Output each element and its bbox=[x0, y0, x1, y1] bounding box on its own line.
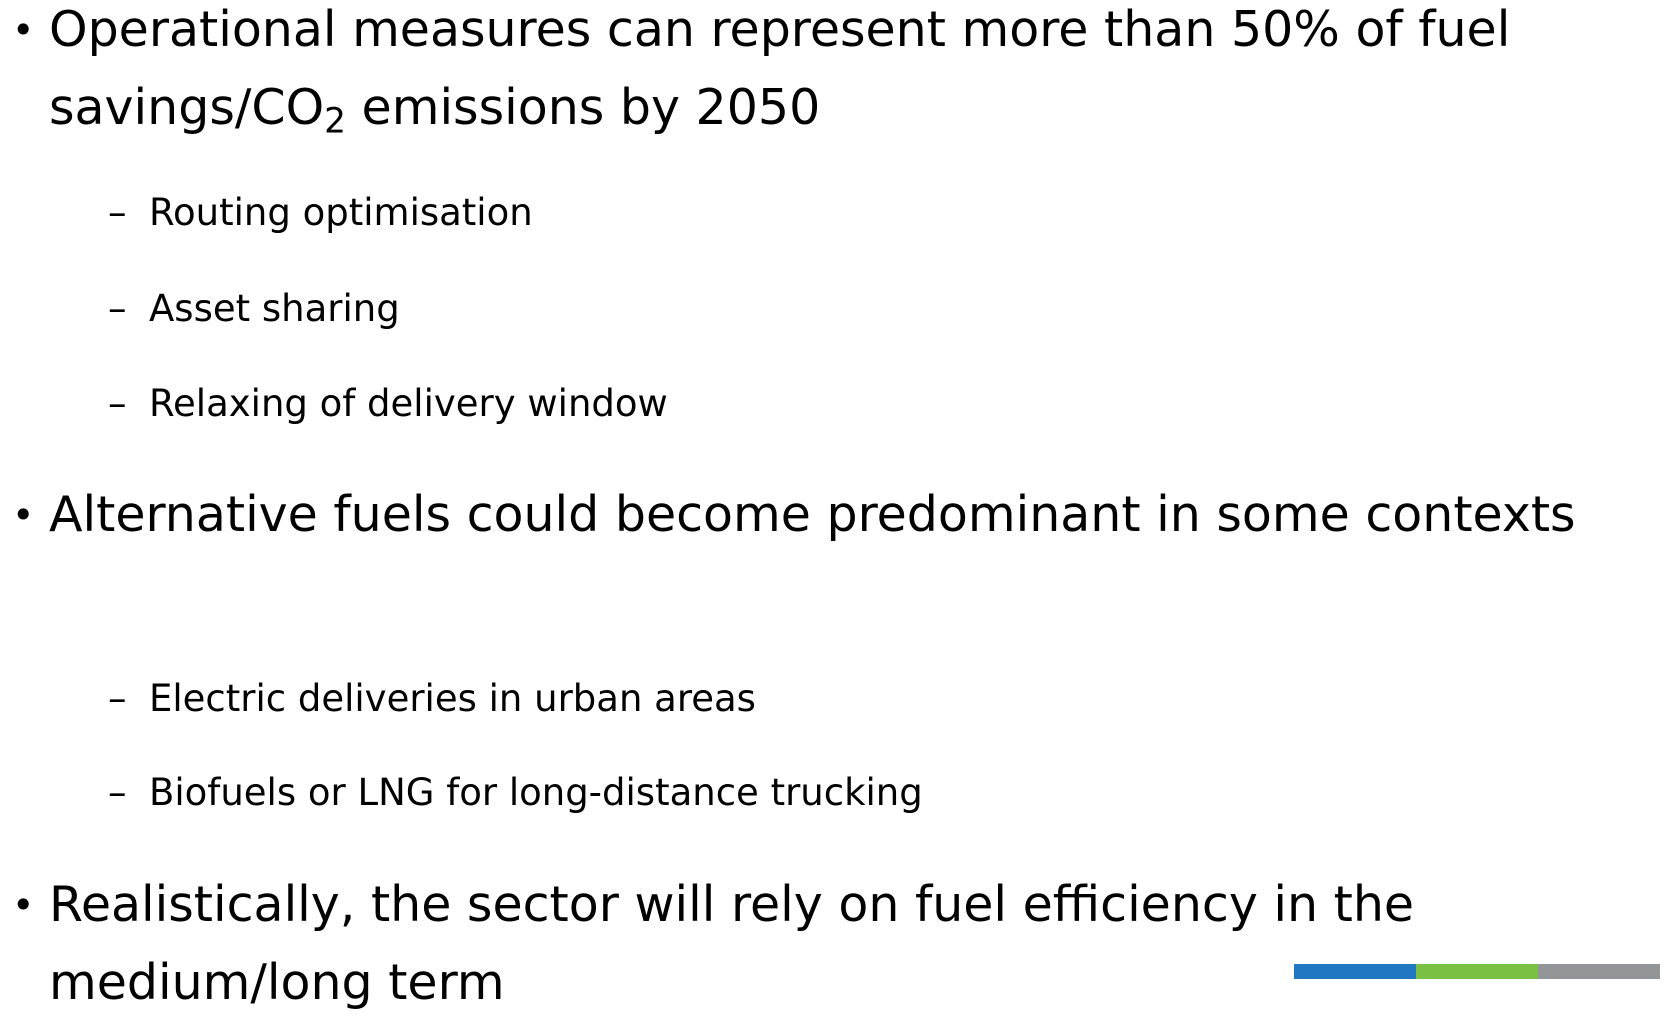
subitem-text: Routing optimisation bbox=[149, 191, 533, 234]
bullet-text: Realistically, the sector will rely on f… bbox=[49, 876, 1415, 1011]
accent-bar bbox=[1538, 964, 1660, 979]
subscript: 2 bbox=[324, 101, 346, 142]
subitem: – Relaxing of delivery window bbox=[108, 382, 668, 425]
subitem-text: Electric deliveries in urban areas bbox=[149, 677, 756, 720]
subitem: – Electric deliveries in urban areas bbox=[108, 677, 756, 720]
subitem: – Asset sharing bbox=[108, 287, 400, 330]
bullet-text: Alternative fuels could become predomina… bbox=[49, 486, 1576, 543]
bullet: • Realistically, the sector will rely on … bbox=[12, 866, 1652, 1022]
bullet-text: emissions by 2050 bbox=[345, 79, 821, 136]
subitem-text: Asset sharing bbox=[149, 287, 400, 330]
bullet: • Alternative fuels could become predomin… bbox=[12, 476, 1652, 554]
subitem: – Routing optimisation bbox=[108, 191, 533, 234]
subitem: – Biofuels or LNG for long-distance truck… bbox=[108, 771, 923, 814]
accent-bar bbox=[1294, 964, 1416, 979]
accent-bar bbox=[1416, 964, 1538, 979]
bullet-text: Operational measures can represent more … bbox=[49, 1, 1511, 136]
subitem-text: Biofuels or LNG for long-distance trucki… bbox=[149, 771, 923, 814]
subitem-text: Relaxing of delivery window bbox=[149, 382, 668, 425]
bullet: • Operational measures can represent more… bbox=[12, 1, 1511, 142]
